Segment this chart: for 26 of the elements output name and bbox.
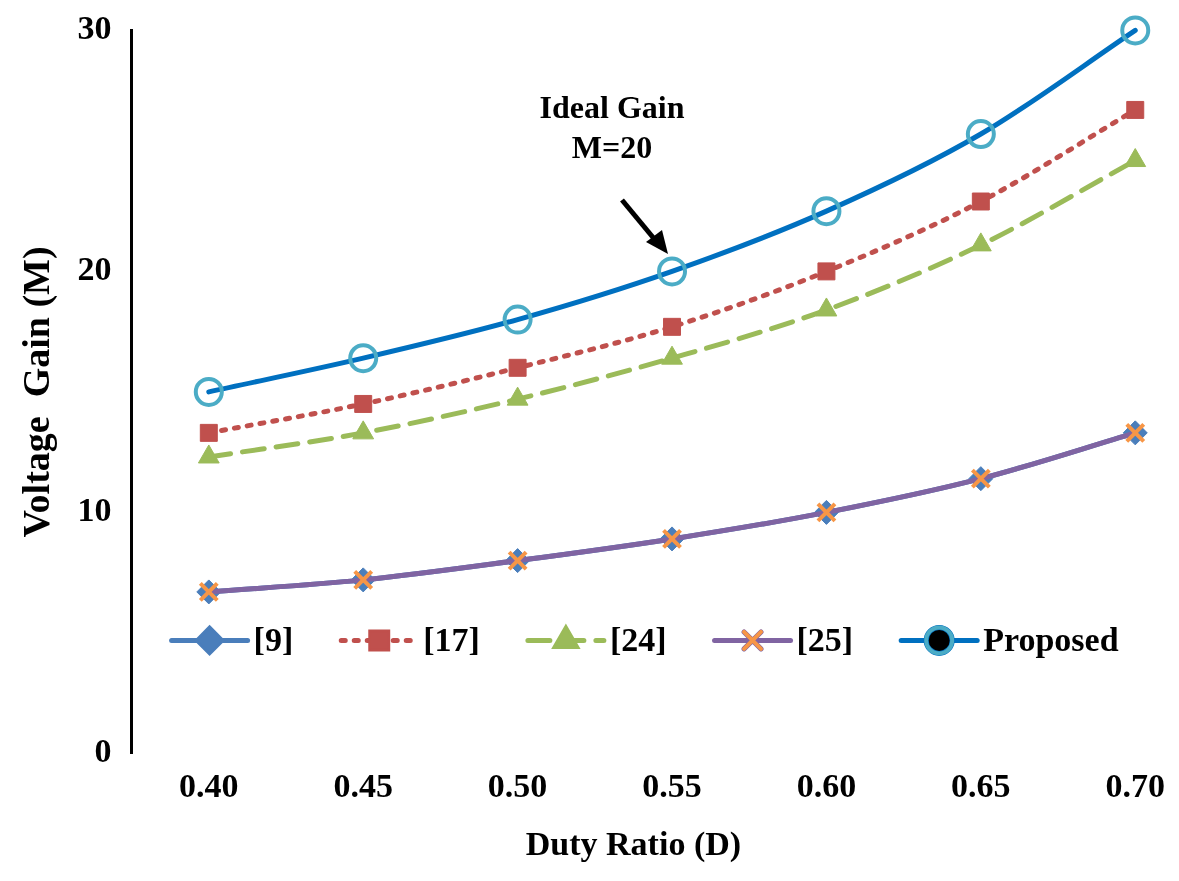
legend-label: [24] bbox=[609, 621, 667, 659]
x-tick-label: 0.45 bbox=[333, 766, 393, 804]
x-tick-label: 0.50 bbox=[487, 766, 548, 804]
y-tick-label: 30 bbox=[77, 9, 112, 47]
y-tick-label: 20 bbox=[77, 250, 112, 288]
point bbox=[663, 317, 682, 336]
x-tick-label: 0.40 bbox=[179, 766, 239, 804]
x-tick-label: 0.55 bbox=[642, 766, 702, 804]
x-tick-label: 0.65 bbox=[951, 766, 1011, 804]
point bbox=[971, 192, 990, 211]
point bbox=[817, 262, 836, 281]
point bbox=[508, 358, 527, 377]
annotation: Ideal Gain M=20 bbox=[539, 89, 685, 165]
legend-label: Proposed bbox=[983, 621, 1119, 659]
y-tick-label: 10 bbox=[77, 491, 112, 529]
x-tick-label: 0.70 bbox=[1105, 766, 1165, 804]
x-tick-label: 0.60 bbox=[796, 766, 857, 804]
point bbox=[199, 423, 218, 442]
point bbox=[1126, 100, 1145, 119]
point bbox=[354, 394, 373, 413]
legend-label: [25] bbox=[796, 621, 854, 659]
x-axis-title: Duty Ratio (D) bbox=[525, 825, 742, 864]
y-axis-title: Voltage Gain (M) bbox=[14, 246, 58, 538]
legend-label: [9] bbox=[253, 621, 294, 659]
y-tick-label: 0 bbox=[94, 732, 112, 770]
legend-label: [17] bbox=[423, 621, 480, 659]
